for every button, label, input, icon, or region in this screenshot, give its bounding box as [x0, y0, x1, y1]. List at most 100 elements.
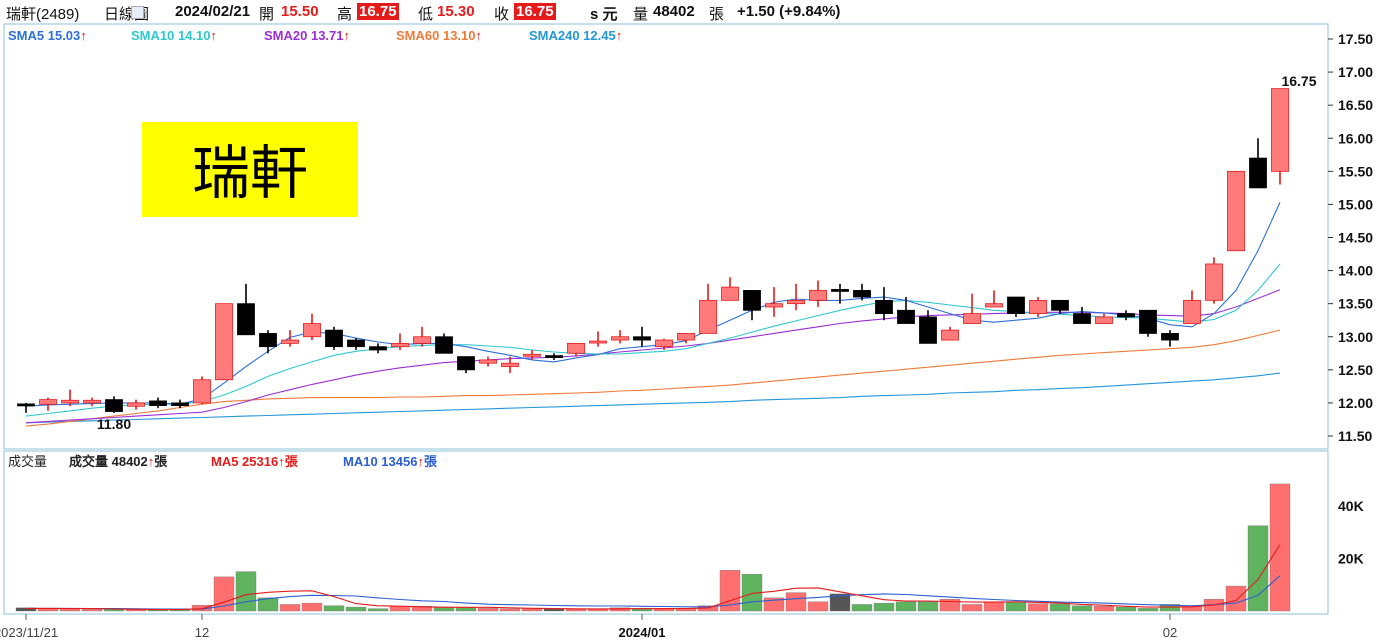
price-tick-label: 15.50 [1338, 163, 1373, 179]
candle-body [1073, 313, 1091, 324]
high-value: 16.75 [357, 3, 399, 20]
volume-bar [1247, 525, 1269, 612]
quote-date: 2024/02/21 [175, 3, 251, 20]
volume-bar [521, 608, 543, 612]
volume-bar [829, 593, 851, 612]
volume-tick-label: 40K [1338, 498, 1364, 514]
price-tick-label: 14.00 [1338, 263, 1373, 279]
currency-label: s 元 [590, 6, 618, 23]
candle-body [325, 329, 343, 348]
volume-unit: 張 [709, 6, 725, 23]
volume-panel-frame [3, 450, 1329, 615]
candle-body [193, 379, 211, 404]
period-dropdown-icon[interactable] [131, 6, 144, 19]
candle-body [743, 290, 761, 311]
low-label: 低 [418, 6, 434, 23]
volume-bar [543, 608, 565, 612]
stock-name: 瑞軒(2489) [6, 6, 80, 23]
candle-body [963, 313, 981, 324]
candle-body [875, 299, 893, 314]
price-tick-label: 14.50 [1338, 230, 1373, 246]
candle-body [237, 303, 255, 336]
volume-bar [1005, 601, 1027, 612]
volume-bar [873, 602, 895, 612]
candle-body [1227, 170, 1245, 252]
volume-bar [433, 607, 455, 612]
volume-bar [983, 601, 1005, 612]
volume-bar [257, 597, 279, 612]
price-tick-label: 17.00 [1338, 64, 1373, 80]
price-tick-label: 16.50 [1338, 97, 1373, 113]
candle-body [611, 336, 629, 341]
candle-body [919, 316, 937, 344]
candle-body [1161, 333, 1179, 341]
candle-body [545, 355, 563, 359]
volume-bar [939, 598, 961, 612]
price-tick-label: 13.00 [1338, 329, 1373, 345]
candle-body [61, 399, 79, 404]
volume-bar [213, 576, 235, 612]
close-label: 收 [494, 6, 510, 23]
volume-bar [323, 605, 345, 612]
close-value: 16.75 [514, 3, 556, 20]
open-label: 開 [259, 6, 275, 23]
candle-body [171, 402, 189, 406]
volume-legend-value: 成交量 48402↑張 [69, 454, 168, 469]
volume-bar [15, 607, 37, 612]
price-tick-label: 12.00 [1338, 395, 1373, 411]
candle-body [941, 329, 959, 341]
candle-body [347, 339, 365, 348]
candle-body [897, 309, 915, 324]
volume-bar [1027, 603, 1049, 612]
volume-bar [499, 608, 521, 612]
legend-sma60: SMA60 13.10↑ [396, 28, 482, 43]
candle-body [215, 303, 233, 381]
candle-body [655, 339, 673, 348]
volume-bar [961, 604, 983, 612]
volume-bar [1115, 606, 1137, 612]
candle-body [633, 336, 651, 341]
legend-sma10: SMA10 14.10↑ [131, 28, 217, 43]
sma60-line [25, 329, 1281, 427]
candle-body [1095, 316, 1113, 324]
date-tick-label: 12 [195, 625, 209, 640]
candle-body [457, 356, 475, 371]
volume-bar [477, 608, 499, 612]
stock-name-banner-text: 瑞軒 [192, 139, 308, 207]
volume-bar [389, 606, 411, 612]
candle-body [1271, 88, 1289, 172]
volume-ma10-line [26, 575, 1281, 610]
candle-body [985, 303, 1003, 308]
volume-legend-ma10: MA10 13456↑張 [343, 454, 438, 469]
legend-sma20: SMA20 13.71↑ [264, 28, 350, 43]
candle-body [17, 403, 35, 407]
candle-body [281, 339, 299, 344]
price-change: +1.50 (+9.84%) [737, 3, 841, 20]
volume-bar [1225, 585, 1247, 612]
high-price-label: 16.75 [1281, 73, 1316, 89]
candle-body [303, 323, 321, 338]
candle-body [523, 353, 541, 357]
volume-bar [1137, 608, 1159, 612]
volume-bar [895, 601, 917, 612]
volume-bar [1049, 603, 1071, 612]
date-tick-label: 2024/01 [619, 625, 666, 640]
candle-body [699, 299, 717, 334]
candle-body [1007, 296, 1025, 314]
price-tick-label: 13.50 [1338, 296, 1373, 312]
sma10-line [25, 263, 1281, 417]
candle-body [149, 400, 167, 406]
open-value: 15.50 [281, 3, 319, 20]
volume-bar [719, 570, 741, 612]
price-tick-label: 12.50 [1338, 362, 1373, 378]
candle-body [501, 362, 519, 367]
candle-body [831, 289, 849, 292]
candle-body [127, 402, 145, 407]
candle-body [479, 359, 497, 364]
volume-label: 量 [633, 6, 649, 23]
volume-bar [1093, 606, 1115, 612]
volume-bar [609, 607, 631, 612]
candle-body [39, 399, 57, 405]
volume-ma5-line [26, 544, 1281, 611]
